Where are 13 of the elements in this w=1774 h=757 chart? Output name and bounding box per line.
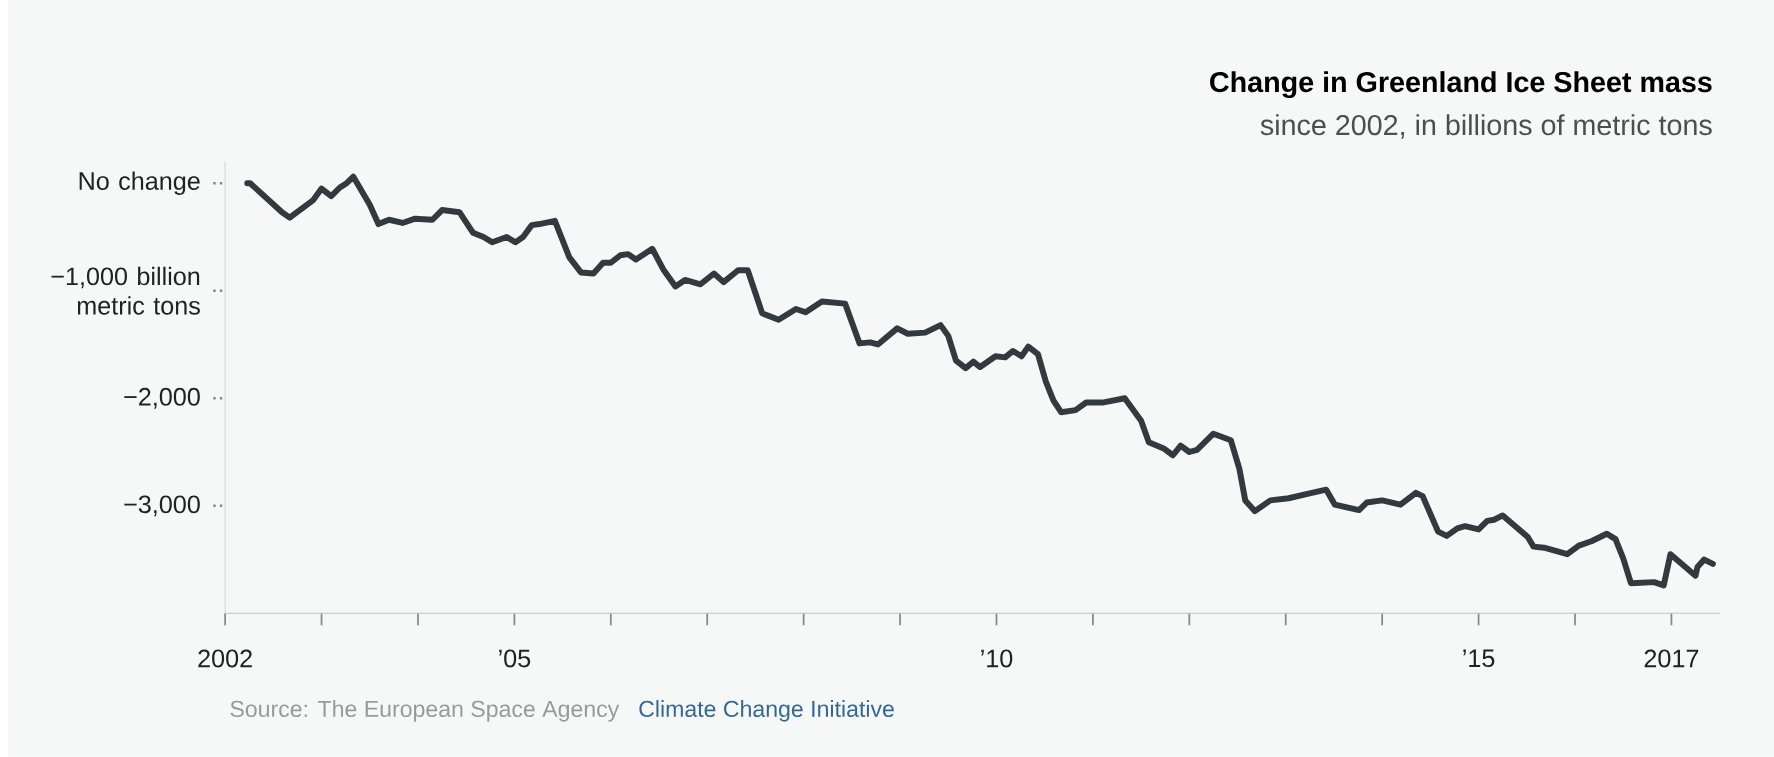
chart-subtitle: since 2002, in billions of metric tons	[1260, 114, 1712, 139]
x-tick-label: 2002	[198, 649, 252, 668]
y-tick-label: −3,000	[124, 495, 200, 517]
y-tick-label: −1,000 billion metric tons	[51, 266, 200, 315]
y-tick-label: −2,000	[124, 388, 200, 409]
x-tick-label: ’05	[499, 649, 531, 668]
source-note: Source: The European Space Agency	[230, 700, 620, 722]
text: Climate Change Initiative	[639, 700, 894, 722]
x-tick-label: ’10	[981, 649, 1013, 668]
chart-title: Change in Greenland Ice Sheet mass	[1210, 71, 1712, 99]
y-tick-label: No change	[79, 171, 200, 196]
x-tick-label: ’15	[1463, 649, 1495, 668]
x-tick-label: 2017	[1644, 649, 1699, 668]
